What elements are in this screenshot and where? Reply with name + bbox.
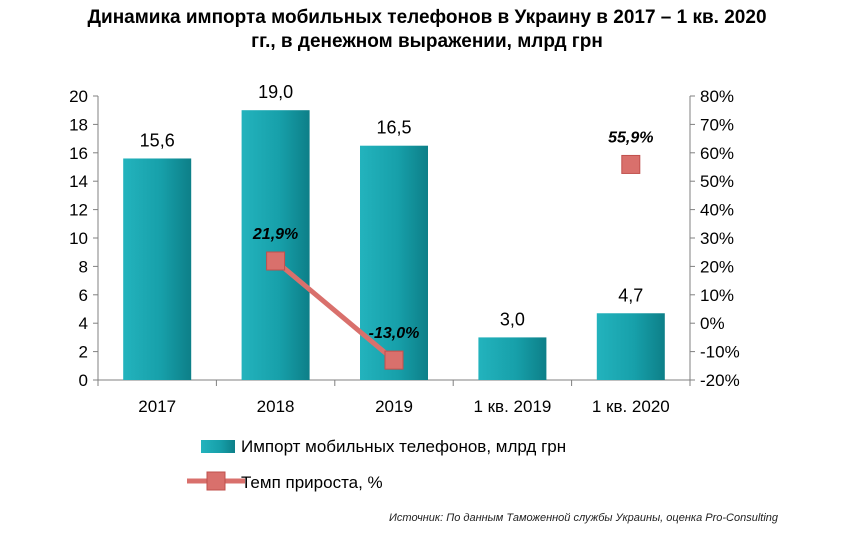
left-axis-tick-label: 2 [79,343,88,362]
left-axis-tick-label: 18 [69,115,88,134]
right-axis-tick-label: 50% [700,172,734,191]
left-axis-tick-label: 12 [69,201,88,220]
left-axis-tick-label: 0 [79,371,88,390]
legend-bar-swatch [201,440,235,453]
left-axis-tick-label: 16 [69,144,88,163]
x-axis-tick-label: 1 кв. 2020 [592,397,670,416]
bar [123,158,192,380]
right-axis-tick-label: 0% [700,314,725,333]
bar [596,313,665,380]
right-axis-tick-label: 30% [700,229,734,248]
bar-data-label: 19,0 [258,82,293,102]
growth-marker [384,350,404,370]
bar-data-label: 16,5 [376,118,411,138]
x-axis-tick-label: 2019 [375,397,413,416]
growth-data-label: -13,0% [369,325,420,342]
left-axis-tick-label: 14 [69,172,88,191]
chart-title: Динамика импорта мобильных телефонов в У… [0,6,854,54]
growth-data-label: 21,9% [252,226,298,243]
right-axis-tick-label: 40% [700,201,734,220]
chart-title-line2: гг., в денежном выражении, млрд грн [251,31,603,52]
legend-bar-label: Импорт мобильных телефонов, млрд грн [241,437,566,456]
left-axis-tick-label: 6 [79,286,88,305]
bar [478,337,547,380]
growth-line-segment [273,258,397,363]
left-axis-tick-label: 8 [79,257,88,276]
x-axis-tick-label: 2017 [138,397,176,416]
growth-data-label: 55,9% [608,129,653,146]
growth-marker [621,154,641,174]
right-axis-tick-label: 10% [700,286,734,305]
left-axis-tick-label: 10 [69,229,88,248]
bar-data-label: 3,0 [500,309,525,329]
right-axis-tick-label: 20% [700,257,734,276]
right-axis-tick-label: 80% [700,87,734,106]
chart-title-line1: Динамика импорта мобильных телефонов в У… [87,7,767,28]
left-axis-tick-label: 20 [69,87,88,106]
bar [360,145,428,380]
source-note: Источник: По данным Таможенной службы Ук… [389,512,778,524]
bar-data-label: 15,6 [140,130,175,150]
x-axis-tick-label: 2018 [257,397,295,416]
growth-marker [266,251,286,271]
right-axis-tick-label: 70% [700,115,734,134]
left-axis-tick-label: 4 [79,314,88,333]
right-axis-tick-label: 60% [700,144,734,163]
x-axis-tick-label: 1 кв. 2019 [473,397,551,416]
right-axis-tick-label: -10% [700,343,740,362]
right-axis-tick-label: -20% [700,371,740,390]
bar [241,110,310,380]
legend-line-label: Темп прироста, % [241,473,383,492]
bar-data-label: 4,7 [618,285,643,305]
legend-line-marker [206,471,226,491]
